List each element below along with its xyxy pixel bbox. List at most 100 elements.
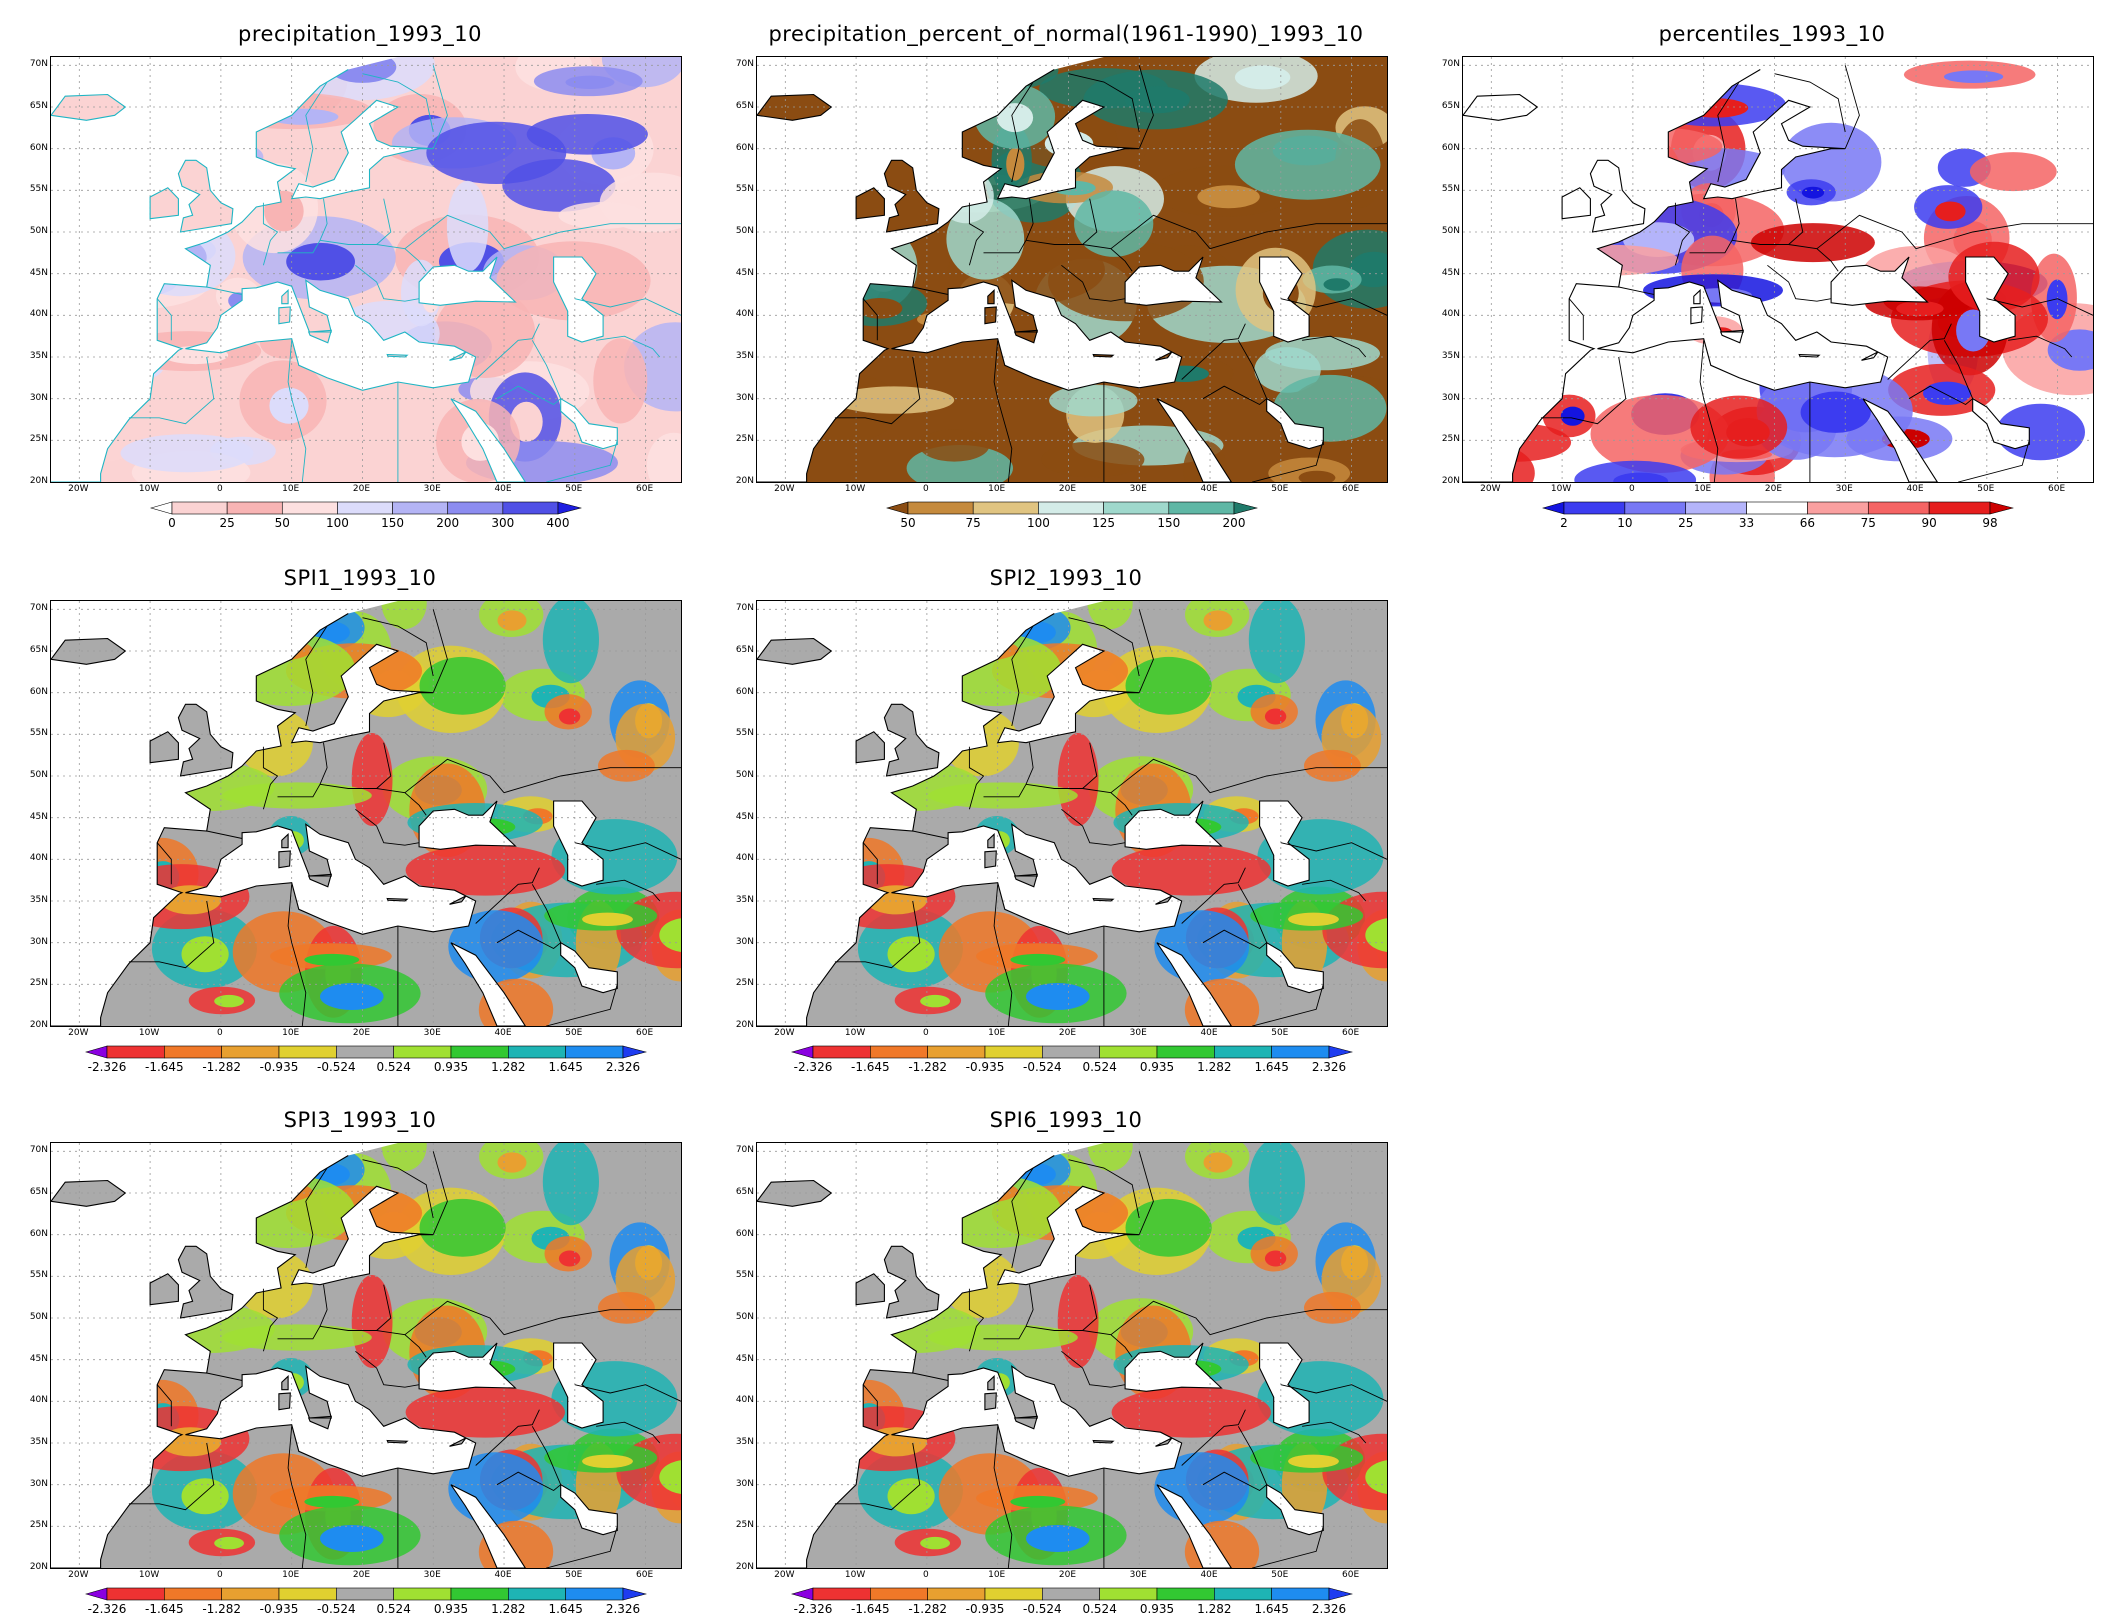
lat-tick-label: 20N	[735, 476, 754, 486]
colorbar-segment	[1807, 501, 1869, 515]
lon-tick-label: 60E	[1342, 484, 1360, 494]
lat-tick-label: 20N	[1441, 476, 1460, 486]
colorbar-segment	[278, 1587, 337, 1601]
map-canvas	[757, 57, 1387, 482]
lon-tick-label: 40E	[1906, 484, 1924, 494]
colorbar-segment	[502, 501, 559, 515]
colorbar-segment	[622, 1587, 647, 1601]
lat-tick-label: 60N	[735, 142, 754, 153]
colorbar-segment	[1989, 501, 2014, 515]
lat-tick-label: 40N	[29, 853, 48, 864]
sea-mask	[51, 57, 618, 482]
lat-tick-label: 60N	[735, 1228, 754, 1239]
colorbar-segment	[565, 1045, 624, 1059]
colorbar-label: 10	[1617, 516, 1633, 530]
colorbar-segment	[1328, 1045, 1353, 1059]
coastlines	[757, 65, 1387, 482]
colorbar-label: 66	[1799, 516, 1816, 530]
colorbar-label: -1.282	[908, 1060, 947, 1074]
colorbar-label: -1.282	[202, 1060, 241, 1074]
lon-tick-label: 20W	[68, 1570, 89, 1580]
colorbar-label: -0.524	[316, 1602, 356, 1616]
coastlines	[51, 609, 681, 1026]
colorbar-label: 0.935	[433, 1060, 469, 1074]
colorbar-segment	[791, 1045, 814, 1059]
lat-tick-label: 50N	[29, 770, 48, 780]
colorbar-segment	[281, 501, 338, 515]
lat-tick-label: 45N	[29, 811, 48, 822]
lat-tick-label: 65N	[735, 645, 754, 655]
lat-tick-label: 60N	[1441, 142, 1460, 153]
lon-tick-label: 30E	[423, 1028, 441, 1038]
colorbar-segment	[171, 501, 228, 515]
map-canvas	[51, 57, 681, 482]
colorbar-label: -0.935	[965, 1602, 1005, 1616]
map-canvas	[757, 601, 1387, 1026]
colorbar-label: 1.282	[1197, 1602, 1232, 1616]
colorbar-segment	[393, 1045, 452, 1059]
lon-tick-label: 10E	[988, 1570, 1006, 1580]
lon-tick-label: 10E	[988, 1028, 1006, 1038]
lat-tick-label: 20N	[29, 1020, 48, 1030]
lat-tick-label: 70N	[29, 59, 48, 70]
lat-tick-label: 25N	[29, 1520, 48, 1531]
lon-tick-label: 0	[217, 1028, 223, 1038]
lat-tick-label: 40N	[735, 309, 754, 320]
colorbar-segment	[1233, 501, 1258, 515]
colorbar-segment	[508, 1587, 566, 1601]
colorbar-segment	[1328, 1587, 1353, 1601]
panel-percent-of-normal: precipitation_percent_of_normal(1961-199…	[736, 22, 1388, 542]
colorbar-label: -1.282	[908, 1602, 947, 1616]
graticule-grid	[51, 57, 681, 482]
colorbar-segment	[1214, 1045, 1272, 1059]
lat-tick-label: 60N	[29, 686, 48, 697]
colorbar-label: -2.326	[87, 1602, 127, 1616]
map-frame	[50, 56, 682, 483]
colorbar-label: -1.645	[144, 1060, 184, 1074]
sea-mask	[1463, 57, 2030, 482]
lon-tick-label: 0	[923, 1028, 929, 1038]
colorbar-segment	[106, 1587, 165, 1601]
lat-tick-label: 45N	[735, 267, 754, 278]
colorbar-label: 100	[325, 516, 349, 530]
lat-tick-label: 70N	[735, 603, 754, 614]
lat-tick-label: 55N	[1441, 184, 1460, 195]
colorbar	[150, 501, 582, 515]
colorbar-segment	[1168, 501, 1235, 515]
lat-tick-label: 40N	[29, 1395, 48, 1406]
colorbar-segment	[1685, 501, 1747, 515]
colorbar-label: 0.935	[433, 1602, 469, 1616]
lat-tick-label: 25N	[29, 978, 48, 989]
lon-tick-label: 50E	[565, 484, 583, 494]
lat-tick-label: 35N	[29, 1437, 48, 1447]
lon-tick-label: 50E	[1271, 1570, 1289, 1580]
map-frame	[1462, 56, 2094, 483]
colorbar-segment	[508, 1045, 566, 1059]
colorbar-segment	[812, 1587, 871, 1601]
colorbar-label: 2.326	[605, 1602, 641, 1616]
lon-tick-label: 60E	[2048, 484, 2066, 494]
colorbar-segment	[1099, 1045, 1158, 1059]
colorbar-segment	[1867, 501, 1930, 515]
lat-tick-label: 35N	[735, 351, 754, 361]
colorbar-segment	[85, 1587, 108, 1601]
lon-tick-label: 10E	[1694, 484, 1712, 494]
lat-tick-label: 35N	[29, 351, 48, 361]
lat-tick-label: 65N	[1441, 101, 1460, 111]
lon-tick-label: 30E	[1835, 484, 1853, 494]
colorbar-segment	[870, 1587, 928, 1601]
colorbar-label: -1.645	[850, 1602, 890, 1616]
colorbar-segment	[447, 501, 504, 515]
colorbar-label: 125	[1092, 516, 1116, 530]
colorbar-label: 1.282	[1197, 1060, 1232, 1074]
colorbar-segment	[392, 501, 449, 515]
lon-tick-label: 20E	[352, 1570, 371, 1580]
colorbar	[886, 501, 1258, 515]
colorbar-label: -0.935	[259, 1060, 299, 1074]
colorbar-segment	[1624, 501, 1687, 515]
lon-tick-label: 60E	[1342, 1028, 1360, 1038]
map-canvas	[51, 601, 681, 1026]
map-frame	[756, 56, 1388, 483]
lon-tick-label: 20W	[68, 484, 89, 494]
lon-tick-label: 50E	[565, 1028, 583, 1038]
